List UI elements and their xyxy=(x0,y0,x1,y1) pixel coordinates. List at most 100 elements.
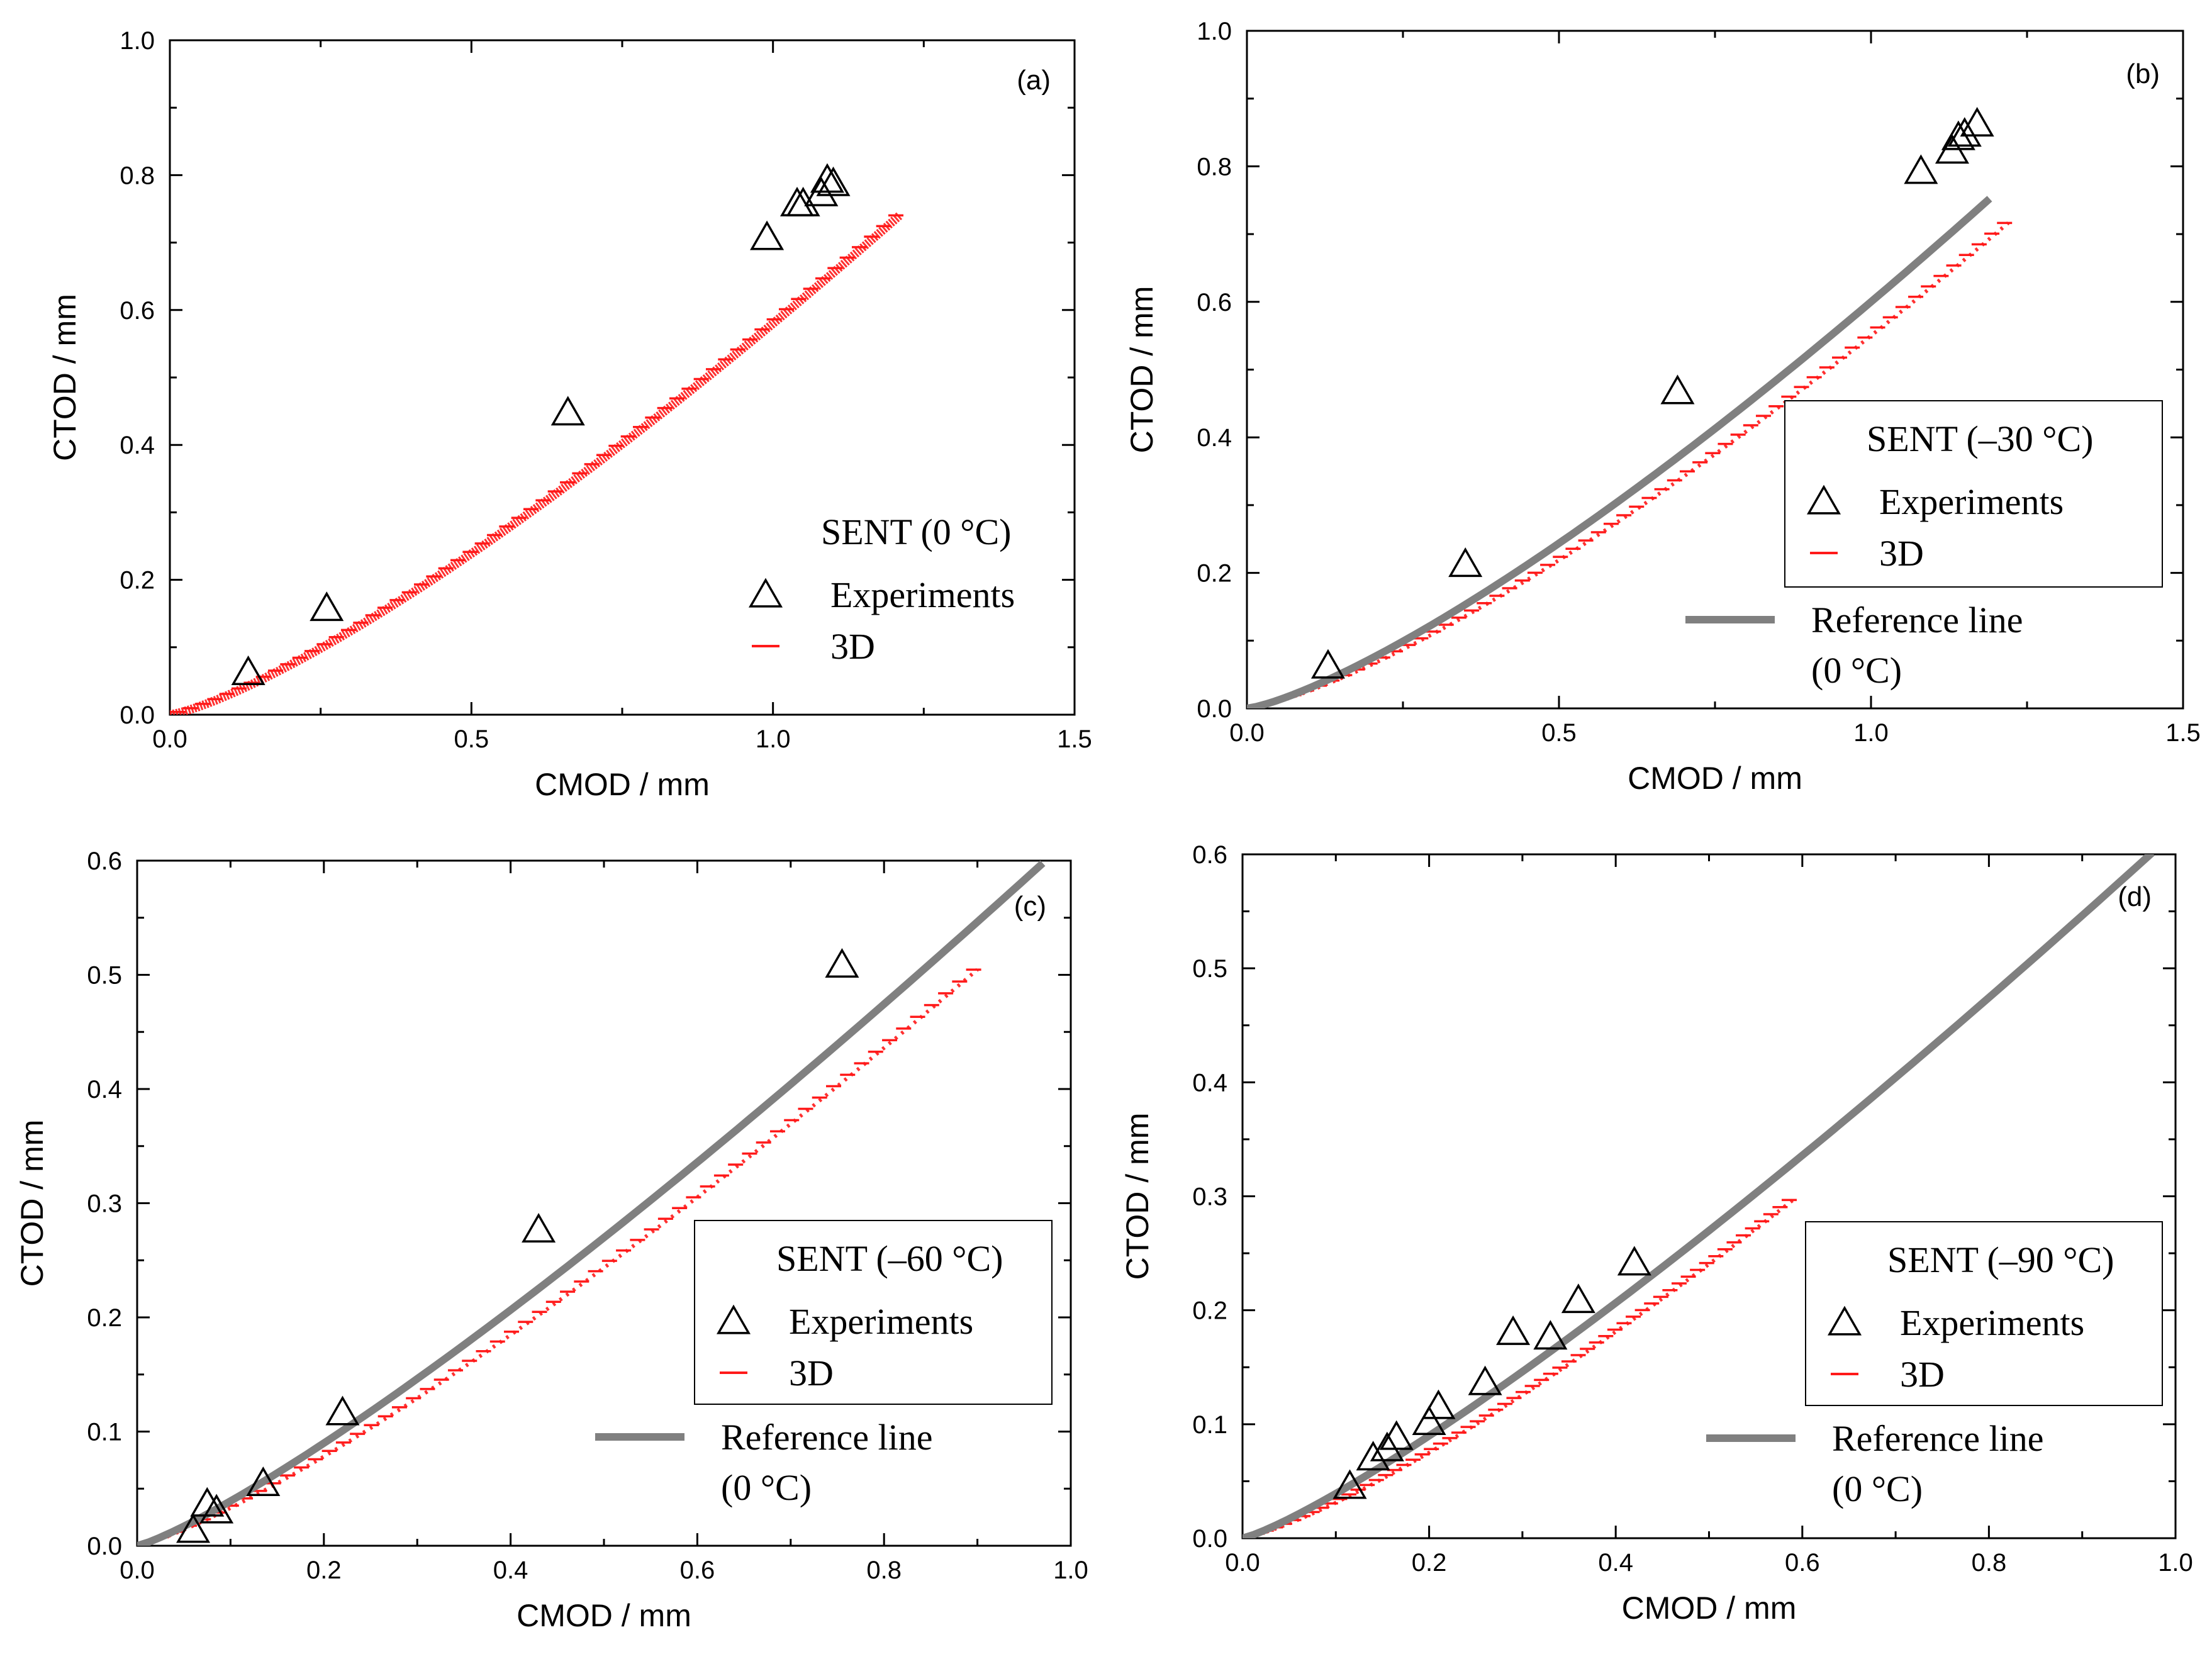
axes-frame xyxy=(1246,30,2184,710)
legend-experiments: Experiments xyxy=(830,574,1015,615)
y-tick-label: 0.8 xyxy=(1197,153,1232,181)
x-axis-label: CMOD / mm xyxy=(535,767,710,802)
panel-label: (c) xyxy=(1014,891,1046,922)
legend: SENT (–60 °C) Experiments 3D Reference line… xyxy=(595,1220,1053,1508)
experiment-point xyxy=(1468,1365,1502,1395)
x-tick-label: 0.2 xyxy=(1412,1549,1447,1577)
legend: SENT (–90 °C) Experiments 3D Reference line… xyxy=(1706,1221,2163,1509)
y-tick-label: 0.0 xyxy=(87,1533,122,1560)
y-tick-label: 0.4 xyxy=(1197,424,1232,452)
legend-triangle-icon xyxy=(748,578,783,608)
experiment-point xyxy=(550,396,585,426)
experiment-point xyxy=(1960,107,1994,137)
experiment-point xyxy=(816,166,851,196)
y-tick-label: 0.8 xyxy=(120,162,155,189)
experiment-point xyxy=(1412,1405,1446,1436)
y-tick-label: 1.0 xyxy=(1197,18,1232,45)
experiment-point xyxy=(1947,117,1982,147)
y-tick-label: 0.2 xyxy=(120,567,155,595)
legend-reference: Reference line xyxy=(1811,600,2023,640)
y-tick-label: 0.6 xyxy=(1192,841,1227,869)
panel-label: (a) xyxy=(1017,65,1051,96)
y-tick-label: 0.5 xyxy=(87,962,122,990)
experiment-point xyxy=(1533,1320,1568,1350)
sim-3d-curve xyxy=(1243,1198,1794,1538)
x-tick-label: 0.0 xyxy=(152,725,187,753)
x-axis-label: CMOD / mm xyxy=(517,1598,691,1633)
legend: SENT (0 °C) Experiments 3D xyxy=(748,511,1015,667)
panel-label: (d) xyxy=(2118,881,2152,912)
y-tick-label: 1.0 xyxy=(120,27,155,55)
experiment-point xyxy=(1617,1246,1651,1276)
x-tick-label: 0.2 xyxy=(306,1556,342,1584)
legend-title: SENT (0 °C) xyxy=(821,511,1011,552)
chart-panel-1: 0.0 0.5 1.0 1.5 0.0 0.2 0.4 0.6 0.8 1.0 CMOD / mm C… xyxy=(47,27,1092,802)
legend-3d: 3D xyxy=(1879,533,1924,574)
experiment-point xyxy=(1496,1315,1531,1345)
legend-triangle-icon xyxy=(1806,484,1841,515)
legend-frame xyxy=(1784,400,2163,588)
legend-reference: Reference line xyxy=(721,1417,933,1458)
experiment-point xyxy=(246,1466,281,1496)
x-tick-label: 0.4 xyxy=(493,1556,528,1584)
legend-experiments: Experiments xyxy=(1879,481,2064,522)
series-3d xyxy=(170,212,903,715)
experiment-point xyxy=(810,163,844,193)
y-tick-label: 0.2 xyxy=(1197,560,1232,588)
y-tick-label: 0.5 xyxy=(1192,955,1227,983)
legend-3d: 3D xyxy=(1900,1354,1945,1395)
legend: SENT (–30 °C) Experiments 3D Reference line… xyxy=(1685,400,2163,691)
experiment-point xyxy=(1332,1469,1367,1499)
legend-frame xyxy=(694,1220,1053,1405)
x-tick-label: 1.5 xyxy=(2165,719,2201,747)
experiment-point xyxy=(1448,547,1483,578)
series-3d xyxy=(137,968,981,1546)
legend-reference-temp: (0 °C) xyxy=(1832,1468,1923,1509)
experiment-point xyxy=(825,947,859,978)
legend-title: SENT (–30 °C) xyxy=(1867,418,2093,459)
y-tick-label: 0.4 xyxy=(87,1076,122,1103)
y-tick-label: 0.2 xyxy=(1192,1297,1227,1325)
legend-frame xyxy=(1805,1221,2163,1406)
experiment-point xyxy=(1370,1431,1404,1461)
y-axis-label: CTOD / mm xyxy=(1120,1113,1155,1280)
x-tick-label: 0.6 xyxy=(1785,1549,1820,1577)
legend-title: SENT (–90 °C) xyxy=(1887,1239,2114,1280)
y-tick-label: 0.3 xyxy=(87,1190,122,1218)
chart-panel-3: 0.0 0.2 0.4 0.6 0.8 1.0 0.0 0.1 0.2 0.3 0.4 0.5 0.6 C… xyxy=(14,847,1088,1633)
sim-3d-curve xyxy=(1247,221,2010,708)
experiment-point xyxy=(1379,1420,1414,1450)
experiment-point xyxy=(325,1395,360,1426)
y-tick-label: 0.1 xyxy=(1192,1411,1227,1439)
x-tick-label: 0.8 xyxy=(1972,1549,2007,1577)
y-tick-label: 0.0 xyxy=(1197,695,1232,723)
experiment-point xyxy=(1421,1389,1456,1419)
x-tick-label: 0.8 xyxy=(866,1556,902,1584)
experiment-point xyxy=(1310,649,1345,679)
y-axis-label: CTOD / mm xyxy=(1124,286,1159,454)
legend-triangle-icon xyxy=(716,1304,751,1334)
chart-panel-4: 0.0 0.2 0.4 0.6 0.8 1.0 0.0 0.1 0.2 0.3 0.4 0.5 0.6 C… xyxy=(1120,841,2193,1626)
legend-reference: Reference line xyxy=(1832,1418,2044,1459)
x-tick-label: 1.0 xyxy=(756,725,791,753)
y-tick-label: 0.1 xyxy=(87,1419,122,1446)
experiment-point xyxy=(1561,1283,1595,1314)
legend-reference-temp: (0 °C) xyxy=(721,1467,812,1508)
series-3d xyxy=(1243,1198,1797,1538)
y-tick-label: 0.6 xyxy=(120,297,155,325)
experiment-point xyxy=(750,220,785,250)
x-tick-label: 1.0 xyxy=(2158,1549,2193,1577)
y-tick-label: 0.4 xyxy=(1192,1069,1227,1097)
x-axis-label: CMOD / mm xyxy=(1622,1590,1797,1626)
x-tick-label: 0.0 xyxy=(1225,1549,1260,1577)
legend-experiments: Experiments xyxy=(1900,1302,2084,1343)
x-tick-label: 0.0 xyxy=(1229,719,1265,747)
y-tick-label: 0.3 xyxy=(1192,1183,1227,1211)
y-tick-label: 0.0 xyxy=(1192,1525,1227,1553)
y-axis-label: CTOD / mm xyxy=(47,294,82,461)
x-tick-label: 0.6 xyxy=(680,1556,715,1584)
legend-reference-temp: (0 °C) xyxy=(1811,650,1902,691)
experiment-point xyxy=(1356,1441,1390,1471)
reference-line xyxy=(1243,854,2155,1538)
x-axis-label: CMOD / mm xyxy=(1628,761,1802,796)
